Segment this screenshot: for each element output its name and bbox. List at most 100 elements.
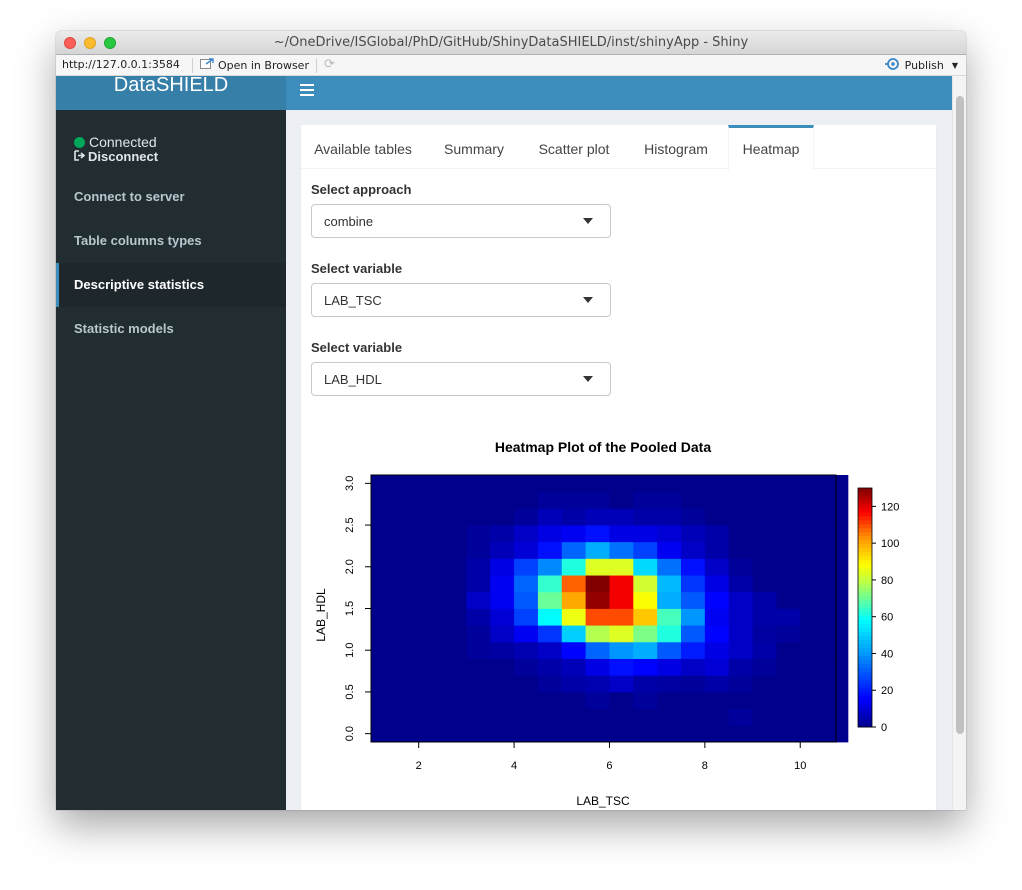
heatmap-cell xyxy=(800,508,825,526)
colorbar-segment xyxy=(858,639,872,644)
heatmap-cell xyxy=(633,691,658,710)
heatmap-cell xyxy=(585,475,610,493)
dropdown-arrow-icon[interactable]: ▼ xyxy=(951,61,958,70)
heatmap-cell xyxy=(704,558,730,576)
heatmap-cell xyxy=(418,491,443,509)
connected-label: Connected xyxy=(89,134,157,150)
heatmap-cell xyxy=(657,575,682,593)
variable-1-select[interactable]: LAB_TSC xyxy=(311,283,611,317)
heatmap-cell xyxy=(657,625,682,643)
disconnect-link[interactable]: Disconnect xyxy=(74,149,158,164)
heatmap-cell xyxy=(371,591,396,609)
heatmap-cell xyxy=(371,625,396,643)
heatmap-cell xyxy=(585,508,610,526)
tab-histogram[interactable]: Histogram xyxy=(644,141,708,157)
heatmap-cell xyxy=(490,558,515,576)
colorbar-segment xyxy=(858,491,872,497)
heatmap-cell xyxy=(704,625,730,643)
colorbar-segment xyxy=(858,603,872,608)
heatmap-cell xyxy=(442,708,467,726)
heatmap-cell xyxy=(394,625,420,643)
heatmap-cell xyxy=(466,541,491,559)
variable-1-value: LAB_TSC xyxy=(324,293,382,308)
x-axis-label: LAB_TSC xyxy=(576,794,630,808)
colorbar-segment xyxy=(858,695,872,700)
heatmap-svg: Heatmap Plot of the Pooled Data LAB_TSC … xyxy=(314,439,899,808)
heatmap-cell xyxy=(657,525,682,543)
app-logo[interactable]: DataSHIELD xyxy=(56,76,286,110)
heatmap-cell xyxy=(633,541,658,559)
variable-2-select[interactable]: LAB_HDL xyxy=(311,362,611,396)
open-in-browser-button[interactable]: Open in Browser xyxy=(200,58,309,73)
approach-select[interactable]: combine xyxy=(311,204,611,238)
tab-scatter-plot[interactable]: Scatter plot xyxy=(538,141,610,157)
sidebar-item-statistic-models[interactable]: Statistic models xyxy=(74,321,174,336)
heatmap-cell xyxy=(609,525,634,543)
heatmap-cell xyxy=(490,625,515,643)
colorbar-segment xyxy=(858,583,872,589)
heatmap-cell xyxy=(728,691,753,710)
heatmap-cell xyxy=(537,658,563,676)
colorbar-tick-label: 40 xyxy=(881,648,893,660)
heatmap-cell xyxy=(681,525,706,543)
colorbar-segment xyxy=(858,703,872,708)
heatmap-cell xyxy=(514,625,539,643)
minimize-window-button[interactable] xyxy=(84,37,96,49)
app-window: ~/OneDrive/ISGlobal/PhD/GitHub/ShinyData… xyxy=(56,31,966,810)
heatmap-cell xyxy=(728,625,753,643)
heatmap-cell xyxy=(466,608,491,626)
y-tick-label: 1.0 xyxy=(344,643,356,658)
heatmap-cell xyxy=(681,608,706,626)
x-tick-label: 2 xyxy=(416,760,422,772)
heatmap-cell xyxy=(561,708,587,726)
heatmap-plot: Heatmap Plot of the Pooled Data LAB_TSC … xyxy=(301,425,936,810)
colorbar-segment xyxy=(858,551,872,557)
heatmap-cell xyxy=(371,641,396,659)
tab-summary[interactable]: Summary xyxy=(444,141,504,157)
heatmap-cell xyxy=(514,475,539,493)
hamburger-icon[interactable] xyxy=(300,84,314,99)
tab-bar: Available tables Summary Scatter plot Hi… xyxy=(301,125,936,170)
heatmap-cell xyxy=(752,625,777,643)
y-axis: 0.0 0.5 1.0 1.5 2.0 2.5 3.0 xyxy=(344,476,371,741)
heatmap-cell xyxy=(776,541,801,559)
publish-label: Publish xyxy=(904,59,944,72)
heatmap-cell xyxy=(514,525,539,543)
heatmap-cell xyxy=(514,508,539,526)
heatmap-cell xyxy=(728,641,753,659)
close-window-button[interactable] xyxy=(64,37,76,49)
heatmap-cell xyxy=(418,675,443,693)
heatmap-cell xyxy=(752,475,777,493)
heatmap-cell xyxy=(776,525,801,543)
tab-heatmap[interactable]: Heatmap xyxy=(728,125,814,170)
publish-icon xyxy=(884,58,901,73)
heatmap-cell xyxy=(585,575,610,593)
colorbar-segment xyxy=(858,535,872,541)
heatmap-cell xyxy=(371,725,396,743)
heatmap-cell xyxy=(394,508,420,526)
colorbar-segment xyxy=(858,567,872,573)
colorbar-segment xyxy=(858,599,872,605)
publish-button[interactable]: Publish ▼ xyxy=(884,58,958,73)
heatmap-cell xyxy=(704,591,730,609)
sidebar-item-connect-to-server[interactable]: Connect to server xyxy=(74,189,185,204)
heatmap-cell xyxy=(728,725,753,743)
heatmap-cell xyxy=(776,575,801,593)
colorbar-segment xyxy=(858,615,872,620)
colorbar-segment xyxy=(858,611,872,616)
refresh-icon[interactable]: ⟳ xyxy=(324,57,335,72)
vertical-scrollbar[interactable] xyxy=(952,76,966,810)
heatmap-cell xyxy=(371,525,396,543)
heatmap-cell xyxy=(633,591,658,609)
scrollbar-thumb[interactable] xyxy=(956,96,964,734)
tab-available-tables[interactable]: Available tables xyxy=(314,141,412,157)
sidebar-item-table-columns-types[interactable]: Table columns types xyxy=(74,233,202,248)
heatmap-cell xyxy=(537,625,563,643)
heatmap-cell xyxy=(442,508,467,526)
sidebar-item-descriptive-statistics[interactable]: Descriptive statistics xyxy=(56,263,286,307)
heatmap-cell xyxy=(466,558,491,576)
heatmap-cell xyxy=(514,608,539,626)
maximize-window-button[interactable] xyxy=(104,37,116,49)
heatmap-cell xyxy=(728,591,753,609)
colorbar-segment xyxy=(858,683,872,688)
